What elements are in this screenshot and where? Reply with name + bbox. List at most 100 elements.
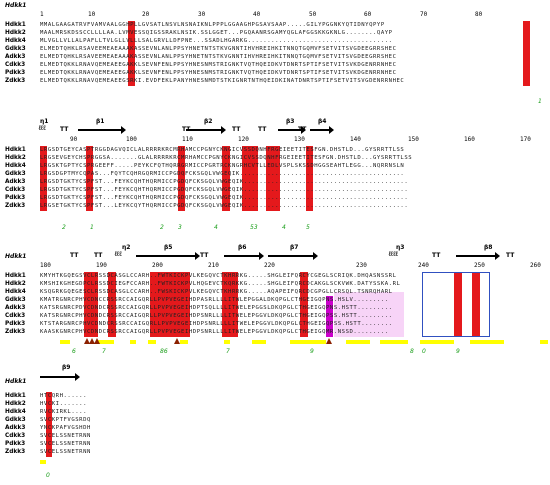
green-site-number: 6 <box>72 348 76 355</box>
sequence-name: Adkk3 <box>5 305 26 311</box>
sequence-name: Gdkk3 <box>5 417 26 423</box>
ruler-tick: 220 <box>264 262 275 269</box>
ruler-tick: 50 <box>309 11 317 18</box>
sequence-name: Hdkk2 <box>5 30 26 36</box>
sequence-text: KMSHIKGHEGDPCLRSSDCIEGFCCARH..FWTKICKPVL… <box>40 281 401 287</box>
sequence-row: Zdkk3 SVCELSSNETRNN <box>0 448 550 456</box>
sequence-row: Cdkk3 SVCELSSNETRNN <box>0 432 550 440</box>
ruler-tick: 250 <box>474 262 485 269</box>
accessibility-bar <box>420 340 454 344</box>
sequence-name: Hdkk4 <box>5 409 26 415</box>
ss-label: β5 <box>164 244 173 251</box>
conserved-column <box>40 146 47 211</box>
sequence-name: Adkk3 <box>5 425 26 431</box>
sequence-text: LRGSDTGKTYCSPFST...FEYKCQHTHQRMICCPGDQFC… <box>40 179 409 185</box>
sequence-row: Pdkk3 SVCELSSNETRNN <box>0 440 550 448</box>
beta-strand-arrow <box>136 252 200 260</box>
ss-label: β8 <box>484 244 493 251</box>
conserved-column <box>222 146 230 211</box>
sequence-text: KMATRGNRCPHVCDNCCRSSRCCAIGQRLLPVPVEGEIHD… <box>40 297 389 303</box>
sequence-text: ELMEDTQHKLRSAVEEMEAEAAAKASSEVNLANLPPSYHN… <box>40 54 397 60</box>
conserved-column <box>128 21 135 86</box>
triangle-marker-icon <box>174 338 180 344</box>
conserved-column <box>300 272 308 337</box>
sequence-row: Hdkk1 HTCQRH...... <box>0 392 550 400</box>
sequence-name: Hdkk2 <box>5 155 26 161</box>
helix-region-highlight <box>326 296 333 337</box>
sequence-text: SVCKPTFVGSRDQ <box>40 417 91 423</box>
helix-coil-icon: ℓℓℓ <box>38 124 46 132</box>
helix-coil-icon: ℓℓℓ <box>114 250 122 258</box>
sequence-text: KATSRGNRCPDVCDNDCRSSRCCAIGQRLLPVPVEGEIHD… <box>40 305 393 311</box>
beta-strand-arrow <box>310 126 334 134</box>
ss-label: TT <box>182 126 191 133</box>
accessibility-bar <box>346 340 370 344</box>
beta-strand-arrow <box>456 252 500 260</box>
ss-label: TT <box>60 126 69 133</box>
sequence-name: Zdkk3 <box>5 449 26 455</box>
sequence-row: Pdkk3 LRGSDTGKTYCSPFST...FEYKCQHTHQRMICCP… <box>0 194 550 202</box>
sequence-name: Pdkk3 <box>5 321 26 327</box>
green-site-number: 0 <box>46 472 50 479</box>
green-site-number: 7 <box>226 348 230 355</box>
sequence-name: Gdkk3 <box>5 171 26 177</box>
conserved-column <box>46 392 52 457</box>
sequence-text: LRGSDTGKTYCSPFST...FEYKCQHTHQRMICCPGDQFC… <box>40 187 409 193</box>
accessibility-bar <box>130 340 136 344</box>
sequence-text: LRGSDTGKTYCSPFST...FEYKCQHTHQRMICCPGDQFC… <box>40 195 409 201</box>
conserved-column <box>86 146 93 211</box>
sequence-row: Gdkk3 LRGSDGPTMYCQPAS...FQYTCQHRGQRMICCPG… <box>0 170 550 178</box>
conserved-column <box>266 146 280 211</box>
conserved-column <box>306 146 313 211</box>
green-site-number: 8 <box>410 348 414 355</box>
ruler-tick: 1 <box>40 11 44 18</box>
green-site-number: 0 <box>422 348 426 355</box>
sequence-text: KATSRGNRCPHVCDNDCRSSRCCAIGQRLLPVPVEGEIHD… <box>40 313 393 319</box>
ruler-tick: 150 <box>408 136 419 143</box>
sequence-name: Pdkk3 <box>5 195 26 201</box>
sequence-text: LRGSDTGEYCASPTRGGDAGVQICLALRRRRKRCMRHAMC… <box>40 147 405 153</box>
sequence-name: Cdkk3 <box>5 433 26 439</box>
sequence-text: LRGSEVGEYCHSPRGGSA.......GLALRRRRKRCMRHA… <box>40 155 413 161</box>
ss-label: TT <box>258 126 267 133</box>
sequence-row: Hdkk4 MLVGLLVLLALPAFLLTVLGLLVLLLSALGRVLLD… <box>0 37 550 45</box>
sequence-text: ELMEDTQKKLRNAVQEMEAEEGSRKI.EVDFEKLPANYHN… <box>40 78 405 84</box>
ruler-tick: 30 <box>198 11 206 18</box>
ss-label: TT <box>232 126 241 133</box>
sequence-text: HTCQRH...... <box>40 393 88 399</box>
sequence-text: HVCKI....... <box>40 401 88 407</box>
beta-strand-arrow <box>224 252 264 260</box>
green-site-number: 4 <box>214 224 218 231</box>
sequence-row: Hdkk2 KMSHIKGHEGDPCLRSSDCIEGFCCARH..FWTKI… <box>0 280 550 288</box>
sequence-row: Cdkk3 LRGSDTGKTYCSPFST...FEYKCQHTHQRMICCP… <box>0 186 550 194</box>
sequence-text: KSQGRKGQEGESCLRSSDCASGLCCARH..FWSKICKPVL… <box>40 289 393 295</box>
green-site-number: 3 <box>178 224 182 231</box>
conserved-column <box>222 272 238 337</box>
residue-ruler: 1 10 20 30 40 50 60 70 80 <box>0 11 550 21</box>
green-site-number: 1 <box>538 98 542 105</box>
residue-ruler: 180 190 200 210 220 230 240 250 260 <box>0 262 550 272</box>
sequence-name: Hdkk2 <box>5 401 26 407</box>
sequence-text: RVCKIRKL.... <box>40 409 88 415</box>
accessibility-bar <box>148 340 156 344</box>
helix-region-shade <box>334 292 404 337</box>
accessibility-bar <box>252 340 266 344</box>
ss-label: TT <box>70 252 79 259</box>
ss-label: β6 <box>238 244 247 251</box>
ss-label: η2 <box>122 244 131 251</box>
sequence-row: Zdkk3 KAASKGNRCPHVCDNDCRSSRCCAIGQRLLPVPVE… <box>0 328 550 336</box>
sequence-name: Hdkk1 <box>5 147 26 153</box>
similarity-box <box>422 272 490 337</box>
ss-label: TT <box>298 126 307 133</box>
beta-strand-arrow <box>40 373 80 381</box>
ruler-tick: 80 <box>475 11 483 18</box>
ruler-tick: 70 <box>420 11 428 18</box>
beta-strand-arrow <box>268 252 318 260</box>
ss-label: β4 <box>318 118 327 125</box>
conserved-column <box>472 272 480 337</box>
sequence-name: Hdkk1 <box>5 273 26 279</box>
sequence-name: Gdkk3 <box>5 46 26 52</box>
block-title: Hdkk1 <box>5 378 27 385</box>
triangle-marker-icon <box>326 338 332 344</box>
ss-label: β1 <box>96 118 105 125</box>
